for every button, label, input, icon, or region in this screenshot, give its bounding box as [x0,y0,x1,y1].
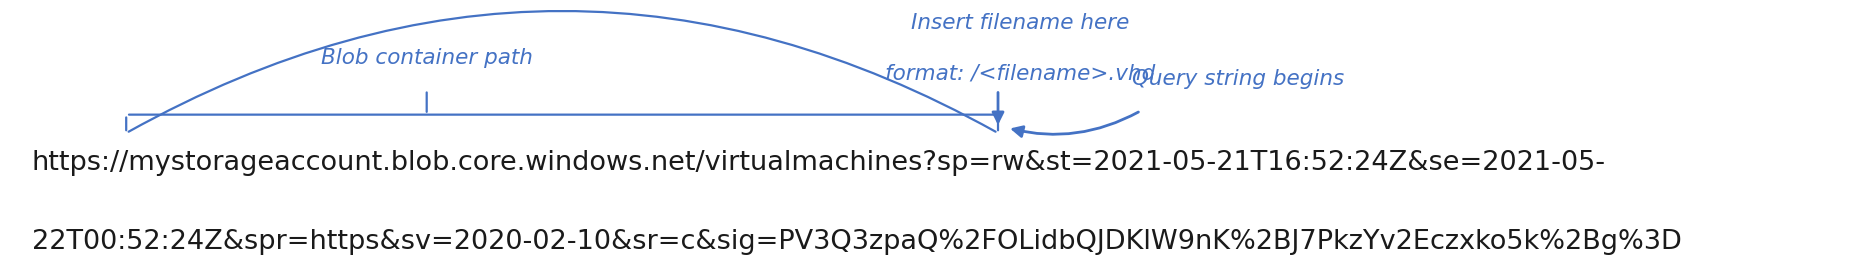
Text: Insert filename here: Insert filename here [912,13,1130,33]
Text: format: /<filename>.vhd: format: /<filename>.vhd [885,63,1156,83]
Text: Query string begins: Query string begins [1132,69,1343,89]
Text: Blob container path: Blob container path [321,48,532,68]
Text: https://mystorageaccount.blob.core.windows.net/virtualmachines?sp=rw&st=2021-05-: https://mystorageaccount.blob.core.windo… [32,150,1606,176]
Text: 22T00:52:24Z&spr=https&sv=2020-02-10&sr=c&sig=PV3Q3zpaQ%2FOLidbQJDKlW9nK%2BJ7Pkz: 22T00:52:24Z&spr=https&sv=2020-02-10&sr=… [32,229,1681,255]
